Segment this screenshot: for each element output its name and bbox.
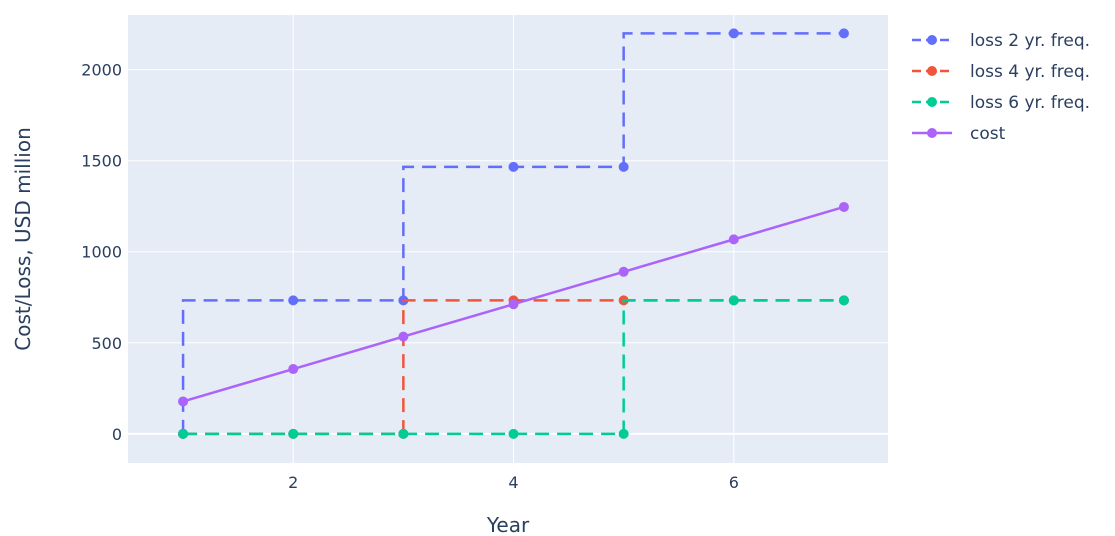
data-point [618, 266, 629, 277]
y-tick-label: 0 [112, 425, 122, 444]
y-tick-label: 1500 [81, 152, 122, 171]
data-point [508, 299, 519, 310]
x-axis-title: Year [486, 513, 530, 536]
series-0 [178, 28, 849, 439]
legend-marker [927, 35, 937, 45]
legend-item[interactable]: cost [912, 124, 1006, 144]
legend-label: loss 4 yr. freq. [970, 62, 1090, 82]
data-point [838, 295, 849, 306]
data-point [508, 161, 519, 172]
y-axis-title: Cost/Loss, USD million [11, 127, 35, 351]
legend-item[interactable]: loss 2 yr. freq. [912, 31, 1090, 51]
series-line [183, 299, 844, 436]
x-tick-label: 4 [508, 473, 518, 492]
series-layer [178, 28, 849, 439]
legend-label: loss 6 yr. freq. [970, 93, 1090, 113]
y-tick-label: 500 [91, 334, 122, 353]
legend-marker [927, 128, 937, 138]
plot-background [128, 15, 888, 463]
data-point [398, 331, 409, 342]
grid [128, 15, 888, 463]
series-line [181, 32, 844, 434]
y-tick-label: 2000 [81, 61, 122, 80]
data-point [178, 396, 189, 407]
x-tick-labels: 2 4 6 [288, 473, 739, 492]
y-tick-label: 1000 [81, 243, 122, 262]
legend-marker [927, 97, 937, 107]
series-3 [178, 201, 849, 407]
x-tick-label: 6 [729, 473, 739, 492]
data-point [178, 428, 189, 439]
legend-item[interactable]: loss 6 yr. freq. [912, 93, 1090, 113]
data-point [288, 364, 299, 375]
data-point [728, 28, 739, 39]
data-point [838, 201, 849, 212]
data-point [288, 428, 299, 439]
y-tick-labels: 0 500 1000 1500 2000 [81, 61, 122, 444]
x-tick-label: 2 [288, 473, 298, 492]
data-point [728, 234, 739, 245]
data-point [618, 161, 629, 172]
series-2 [178, 295, 849, 439]
legend-marker [927, 66, 937, 76]
data-point [288, 295, 299, 306]
data-point [618, 428, 629, 439]
legend-item[interactable]: loss 4 yr. freq. [912, 62, 1090, 82]
data-point [398, 428, 409, 439]
legend[interactable]: loss 2 yr. freq. loss 4 yr. freq. loss 6 y… [912, 31, 1090, 144]
data-point [508, 428, 519, 439]
legend-label: loss 2 yr. freq. [970, 31, 1090, 51]
legend-label: cost [970, 124, 1006, 144]
data-point [838, 28, 849, 39]
data-point [728, 295, 739, 306]
